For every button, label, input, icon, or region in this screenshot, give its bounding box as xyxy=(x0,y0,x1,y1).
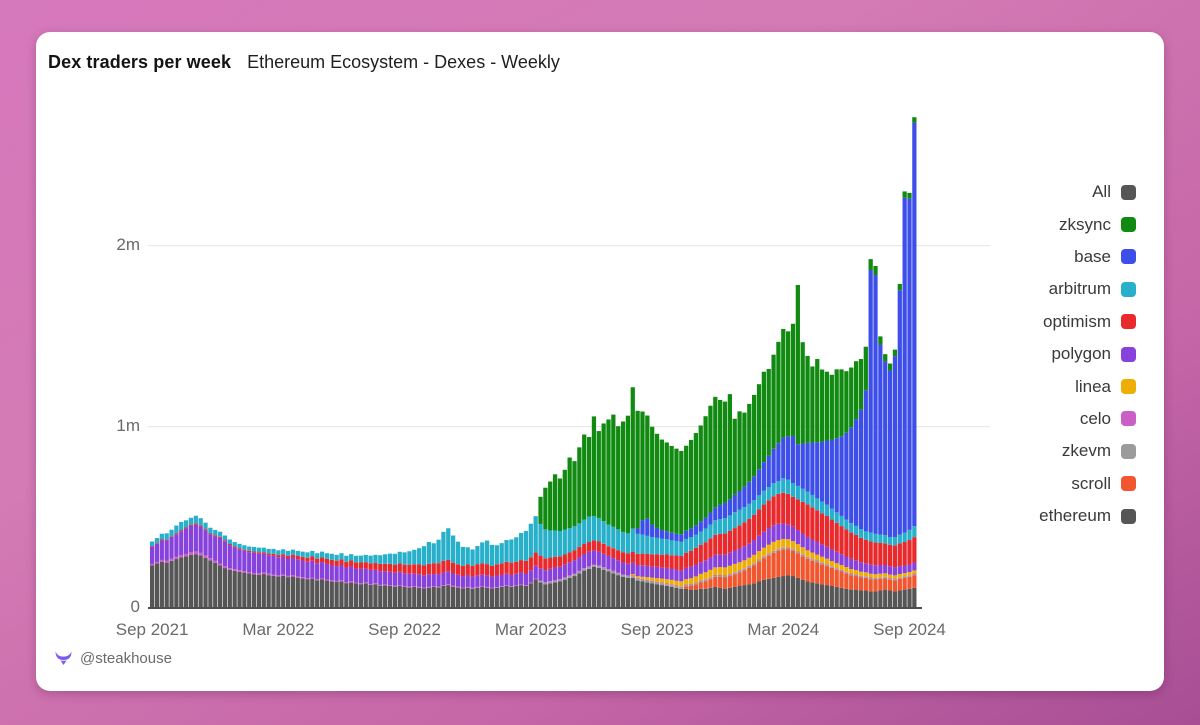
legend-swatch xyxy=(1121,379,1136,395)
legend-swatch xyxy=(1121,443,1136,459)
legend-label: All xyxy=(1092,182,1111,202)
bars-layer xyxy=(150,117,917,607)
x-tick-label: Sep 2022 xyxy=(368,620,441,639)
legend-label: zksync xyxy=(1059,214,1111,234)
legend-item-ethereum[interactable]: ethereum xyxy=(1039,500,1136,532)
legend-label: polygon xyxy=(1051,344,1111,364)
x-tick-label: Sep 2024 xyxy=(873,620,946,639)
attribution-handle: @steakhouse xyxy=(80,650,172,667)
legend-swatch xyxy=(1121,508,1136,524)
x-tick-label: Sep 2023 xyxy=(620,620,694,639)
title-block: Dex traders per week Ethereum Ecosystem … xyxy=(48,52,560,73)
legend-swatch xyxy=(1121,217,1136,233)
y-tick-label: 1m xyxy=(116,416,140,435)
gridlines xyxy=(148,245,990,428)
legend-item-all[interactable]: All xyxy=(1039,176,1136,208)
legend-label: arbitrum xyxy=(1048,279,1111,299)
stacked-bar-chart-canvas[interactable] xyxy=(36,32,1164,691)
x-tick-label: Mar 2023 xyxy=(494,620,567,639)
page-title: Dex traders per week xyxy=(48,52,232,72)
legend-swatch xyxy=(1121,281,1136,297)
chart-area[interactable]: 0 1m 2m Sep 2021 Mar 2022 Sep 2022 Mar 2023 Se… xyxy=(36,32,1164,691)
footer: @steakhouse xyxy=(54,650,172,667)
legend-label: ethereum xyxy=(1039,506,1111,526)
y-tick-label: 0 xyxy=(130,597,140,616)
legend-item-optimism[interactable]: optimism xyxy=(1039,306,1136,338)
x-tick-label: Mar 2024 xyxy=(747,620,820,639)
legend-label: celo xyxy=(1079,408,1111,428)
legend-item-arbitrum[interactable]: arbitrum xyxy=(1039,273,1136,305)
x-axis-line xyxy=(148,607,922,609)
legend-item-scroll[interactable]: scroll xyxy=(1039,468,1136,500)
page-subtitle: Ethereum Ecosystem - Dexes - Weekly xyxy=(247,52,560,72)
legend-swatch xyxy=(1121,476,1136,492)
legend-swatch xyxy=(1121,314,1136,330)
legend-label: scroll xyxy=(1071,473,1111,493)
steakhouse-bull-icon xyxy=(55,651,72,665)
chart-card: Dex traders per week Ethereum Ecosystem … xyxy=(36,32,1164,691)
legend-item-zksync[interactable]: zksync xyxy=(1039,208,1136,240)
x-tick-label: Mar 2022 xyxy=(242,620,315,639)
y-tick-label: 2m xyxy=(116,235,140,254)
legend-swatch xyxy=(1121,249,1136,265)
x-tick-label: Sep 2021 xyxy=(115,620,189,639)
legend-item-linea[interactable]: linea xyxy=(1039,370,1136,402)
chart-legend: All zksync base arbitrum optimism polygon line… xyxy=(1039,176,1136,532)
legend-swatch xyxy=(1121,184,1136,200)
legend-item-zkevm[interactable]: zkevm xyxy=(1039,435,1136,467)
legend-item-celo[interactable]: celo xyxy=(1039,403,1136,435)
legend-swatch xyxy=(1121,411,1136,427)
legend-label: zkevm xyxy=(1061,441,1111,461)
legend-label: optimism xyxy=(1042,311,1111,331)
legend-item-polygon[interactable]: polygon xyxy=(1039,338,1136,370)
legend-swatch xyxy=(1121,346,1136,362)
legend-label: base xyxy=(1074,246,1111,266)
legend-label: linea xyxy=(1075,376,1111,396)
legend-item-base[interactable]: base xyxy=(1039,241,1136,273)
